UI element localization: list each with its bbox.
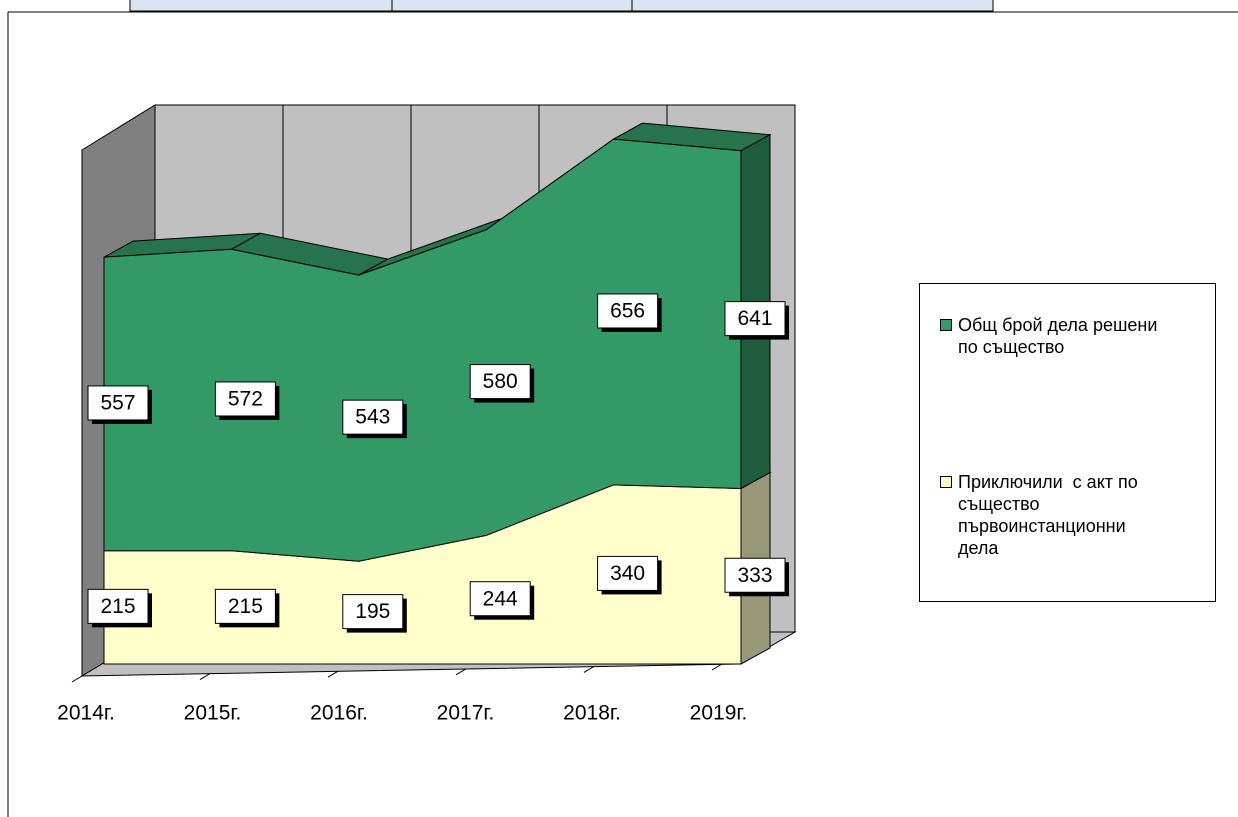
x-tick-label: 2016г.	[310, 702, 368, 725]
x-tick-label: 2018г.	[563, 702, 621, 725]
data-label-box	[724, 557, 786, 593]
data-label: 580	[483, 370, 518, 393]
legend-swatch	[940, 476, 952, 488]
data-label: 215	[228, 595, 263, 618]
data-label: 543	[355, 406, 390, 429]
x-tick	[455, 668, 467, 676]
legend-label: Общ брой дела решени по същество	[958, 315, 1163, 357]
data-label: 215	[100, 595, 135, 618]
legend-swatch	[940, 319, 952, 331]
x-tick-label: 2015г.	[184, 702, 242, 725]
data-label: 656	[610, 300, 645, 323]
x-tick	[199, 673, 211, 681]
data-label-box	[342, 399, 404, 435]
data-label: 333	[737, 564, 772, 587]
data-label-box	[469, 581, 531, 617]
data-label-box	[342, 594, 404, 630]
data-label-box	[597, 293, 659, 329]
data-label-box	[214, 588, 276, 624]
x-tick	[711, 663, 723, 671]
table-row	[129, 0, 994, 12]
data-label-box	[214, 381, 276, 417]
data-label: 557	[100, 391, 135, 414]
data-label: 195	[355, 600, 390, 623]
data-label-box	[597, 555, 659, 591]
data-label: 641	[737, 307, 772, 330]
legend-label: Приключили с акт по същество първоинстан…	[958, 472, 1143, 558]
data-label-box	[87, 385, 149, 421]
data-label-box	[724, 301, 786, 337]
x-tick-label: 2019г.	[690, 702, 748, 725]
legend-entry: Общ брой дела решени по същество	[938, 314, 1158, 358]
data-label-box	[87, 588, 149, 624]
x-tick-label: 2017г.	[437, 702, 495, 725]
legend: Общ брой дела решени по същество Приключи…	[919, 283, 1216, 602]
data-label-box	[469, 364, 531, 400]
area	[103, 138, 742, 562]
data-label: 572	[228, 388, 263, 411]
data-label: 244	[483, 587, 518, 610]
data-label: 340	[610, 562, 645, 585]
legend-entry: Приключили с акт по същество първоинстан…	[938, 471, 1168, 559]
x-tick	[71, 675, 83, 683]
x-tick-label: 2014г.	[57, 702, 115, 725]
x-tick	[327, 670, 339, 678]
x-tick	[583, 665, 595, 673]
